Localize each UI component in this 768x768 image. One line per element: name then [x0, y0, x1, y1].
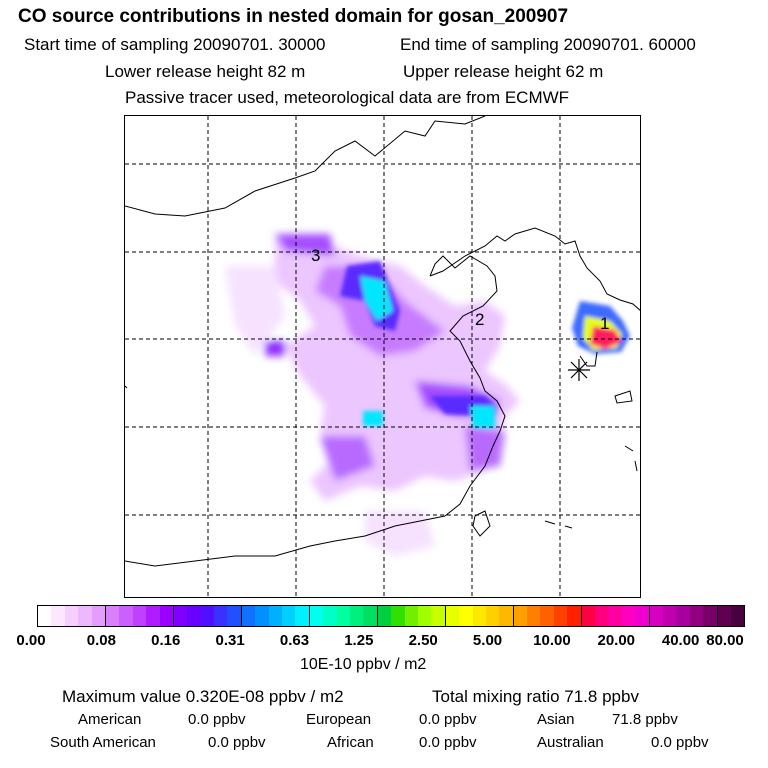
- colorbar-swatch: [445, 606, 460, 626]
- colorbar-swatch: [159, 606, 174, 626]
- source-value-european: 0.0 ppbv: [419, 711, 477, 728]
- colorbar-tick-label: 10.00: [533, 632, 571, 649]
- source-name-american: American: [78, 711, 142, 728]
- colorbar-swatch: [64, 606, 79, 626]
- colorbar-swatch: [51, 606, 65, 626]
- lower-release-label: Lower release height 82 m: [105, 62, 306, 81]
- colorbar-tick-label: 40.00: [661, 632, 700, 649]
- tracer-label: Passive tracer used, meteorological data…: [125, 88, 570, 107]
- colorbar-tick-label: 5.00: [472, 632, 503, 649]
- colorbar-tick-label: 0.63: [279, 632, 310, 649]
- colorbar-tick-label: 0.31: [215, 632, 245, 649]
- colorbar-swatch: [349, 606, 364, 626]
- colorbar-swatch: [567, 606, 582, 626]
- colorbar-swatch: [363, 606, 378, 626]
- plume-peak-east: [470, 406, 495, 428]
- colorbar-swatch: [323, 606, 337, 626]
- colorbar-swatch: [730, 606, 745, 626]
- colorbar-swatch: [187, 606, 201, 626]
- colorbar-swatch: [105, 606, 120, 626]
- total-mixing-ratio: Total mixing ratio 71.8 ppbv: [432, 687, 639, 706]
- colorbar-tick-label: 0.00: [16, 632, 46, 649]
- colorbar-swatch: [431, 606, 446, 626]
- region-label-2: 2: [475, 310, 484, 329]
- colorbar-swatch: [132, 606, 147, 626]
- graticule: [125, 116, 640, 597]
- source-name-african: African: [327, 734, 374, 751]
- colorbar-swatch: [417, 606, 432, 626]
- colorbar-swatch: [581, 606, 596, 626]
- source-value-american: 0.0 ppbv: [188, 711, 246, 728]
- colorbar-swatch: [214, 606, 228, 626]
- colorbar-tick-label: 80.00: [706, 632, 744, 649]
- colorbar-swatch: [621, 606, 636, 626]
- colorbar-swatch: [336, 606, 350, 626]
- colorbar-swatch: [91, 606, 106, 626]
- colorbar-swatch: [241, 606, 256, 626]
- map-title: CO source contributions in nested domain…: [18, 6, 569, 27]
- plume-peak-north: [360, 276, 393, 321]
- colorbar-swatch: [78, 606, 92, 626]
- source-name-australian: Australian: [537, 734, 604, 751]
- colorbar-swatch: [472, 606, 486, 626]
- receptor-marker: [568, 359, 590, 381]
- colorbar-swatch: [282, 606, 296, 626]
- colorbar-swatch: [459, 606, 473, 626]
- plume-peak-central: [363, 411, 383, 426]
- colorbar-tick-label: 1.25: [344, 632, 374, 649]
- map-canvas: 1 2 3: [125, 116, 640, 597]
- region-label-1: 1: [600, 314, 609, 333]
- region-label-3: 3: [311, 246, 320, 265]
- colorbar-swatch: [717, 606, 731, 626]
- colorbar-swatch: [662, 606, 677, 626]
- colorbar-swatch: [268, 606, 283, 626]
- start-time-label: Start time of sampling 20090701. 30000: [24, 35, 326, 54]
- coastlines: [125, 116, 640, 567]
- colorbar-swatch: [649, 606, 663, 626]
- source-value-african: 0.0 ppbv: [419, 734, 477, 751]
- colorbar-swatch: [608, 606, 622, 626]
- colorbar-tick-label: 0.08: [86, 632, 116, 649]
- maximum-value: Maximum value 0.320E-08 ppbv / m2: [62, 687, 344, 706]
- colorbar-swatch: [595, 606, 609, 626]
- colorbar-swatch: [404, 606, 418, 626]
- colorbar-swatch: [635, 606, 650, 626]
- colorbar-swatch: [485, 606, 500, 626]
- source-value-australian: 0.0 ppbv: [651, 734, 709, 751]
- colorbar-tick-label: 20.00: [597, 632, 636, 649]
- colorbar-swatch: [513, 606, 528, 626]
- colorbar-swatch: [553, 606, 568, 626]
- colorbar-swatch: [703, 606, 718, 626]
- upper-release-label: Upper release height 62 m: [403, 62, 604, 81]
- colorbar-swatch: [255, 606, 269, 626]
- colorbar-swatch: [309, 606, 324, 626]
- colorbar-swatch: [146, 606, 160, 626]
- colorbar-swatch: [689, 606, 704, 626]
- colorbar-swatch: [173, 606, 188, 626]
- colorbar-swatch: [227, 606, 242, 626]
- colorbar-swatch: [391, 606, 405, 626]
- colorbar-swatch: [540, 606, 554, 626]
- colorbar-swatch: [200, 606, 215, 626]
- colorbar-swatch: [377, 606, 392, 626]
- colorbar-swatch: [499, 606, 514, 626]
- end-time-label: End time of sampling 20090701. 60000: [400, 35, 696, 54]
- colorbar-units: 10E-10 ppbv / m2: [300, 656, 427, 673]
- colorbar-swatch: [295, 606, 310, 626]
- colorbar-tick-label: 0.16: [151, 632, 181, 649]
- colorbar: [37, 605, 745, 627]
- colorbar-swatch: [527, 606, 541, 626]
- source-value-asian: 71.8 ppbv: [612, 711, 678, 728]
- colorbar-swatch: [119, 606, 133, 626]
- source-value-south-american: 0.0 ppbv: [208, 734, 266, 751]
- source-contribution-map: 1 2 3: [124, 115, 641, 598]
- colorbar-tick-label: 2.50: [408, 632, 438, 649]
- colorbar-swatch: [676, 606, 690, 626]
- source-name-asian: Asian: [537, 711, 575, 728]
- korea-plume-high: [590, 326, 622, 349]
- source-name-european: European: [306, 711, 372, 728]
- colorbar-swatch: [38, 606, 52, 626]
- source-name-south-american: South American: [50, 734, 156, 751]
